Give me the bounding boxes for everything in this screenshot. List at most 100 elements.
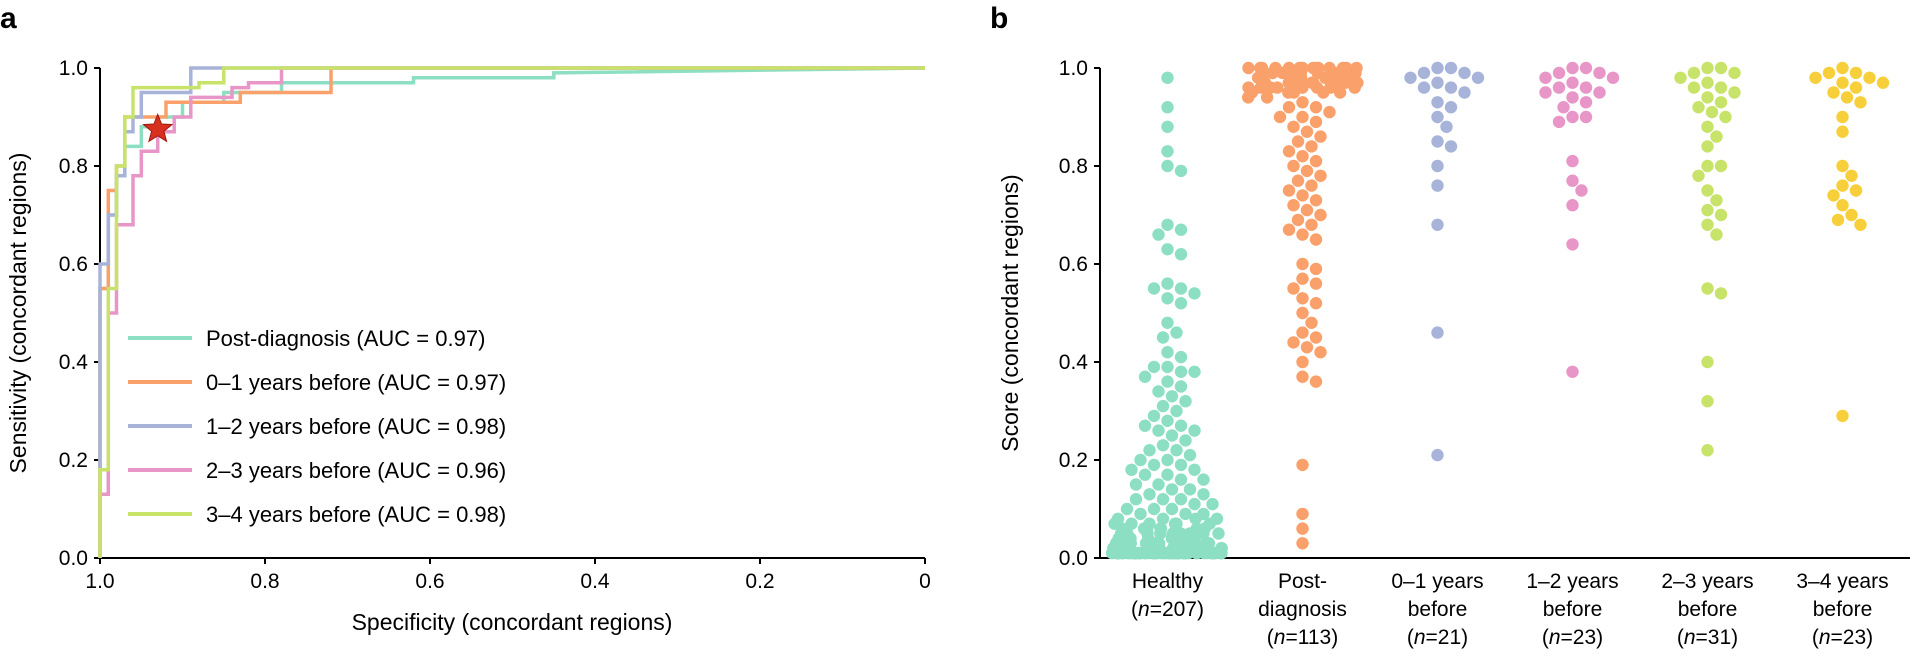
score-dot bbox=[1701, 91, 1713, 103]
score-dot bbox=[1175, 473, 1187, 485]
category-label: 0–1 years bbox=[1391, 570, 1483, 593]
score-dot bbox=[1836, 126, 1848, 138]
score-dot bbox=[1701, 282, 1713, 294]
score-dot bbox=[1836, 199, 1848, 211]
score-dot bbox=[1566, 175, 1578, 187]
score-y-tick-label: 1.0 bbox=[1059, 57, 1088, 80]
figure: a 0.00.20.40.60.81.0 1.0 0.8 0.6 0.4 0.2 0 Po… bbox=[0, 0, 1919, 666]
score-dot bbox=[1161, 277, 1173, 289]
legend-entry: 1–2 years before (AUC = 0.98) bbox=[206, 414, 506, 439]
score-dot bbox=[1139, 420, 1151, 432]
score-dot bbox=[1539, 86, 1551, 98]
roc-curve bbox=[100, 68, 925, 558]
category-label: (n=23) bbox=[1542, 626, 1603, 649]
score-dot bbox=[1310, 101, 1322, 113]
score-dot bbox=[1242, 91, 1254, 103]
score-dot bbox=[1135, 547, 1147, 559]
score-dot bbox=[1161, 219, 1173, 231]
score-dot bbox=[1296, 307, 1308, 319]
score-dot bbox=[1188, 424, 1200, 436]
score-dot bbox=[1710, 130, 1722, 142]
score-dot bbox=[1305, 140, 1317, 152]
category-label: 2–3 years bbox=[1661, 570, 1753, 593]
score-dot bbox=[1175, 282, 1187, 294]
score-dot bbox=[1166, 483, 1178, 495]
score-dot bbox=[1715, 287, 1727, 299]
score-dot bbox=[1283, 224, 1295, 236]
score-dot bbox=[1148, 361, 1160, 373]
score-dot bbox=[1431, 179, 1443, 191]
score-dot bbox=[1553, 116, 1565, 128]
roc-y-tick-label: 1.0 bbox=[59, 57, 88, 80]
score-dot bbox=[1121, 503, 1133, 515]
score-dot bbox=[1310, 233, 1322, 245]
score-dot bbox=[1845, 209, 1857, 221]
score-dot bbox=[1305, 179, 1317, 191]
score-dot bbox=[1175, 366, 1187, 378]
score-dot bbox=[1715, 81, 1727, 93]
legend-entry: Post-diagnosis (AUC = 0.97) bbox=[206, 326, 485, 351]
score-dot bbox=[1296, 371, 1308, 383]
roc-y-tick-label: 0.8 bbox=[59, 155, 88, 178]
roc-y-tick-label: 0.2 bbox=[59, 449, 88, 472]
score-dot bbox=[1458, 86, 1470, 98]
panel-a-letter: a bbox=[0, 2, 17, 35]
score-dot bbox=[1271, 81, 1283, 93]
score-dot bbox=[1161, 292, 1173, 304]
score-dot bbox=[1404, 72, 1416, 84]
score-dot bbox=[1692, 101, 1704, 113]
score-dot bbox=[1580, 111, 1592, 123]
score-dot bbox=[1161, 72, 1173, 84]
score-dot bbox=[1832, 214, 1844, 226]
score-dot bbox=[1566, 155, 1578, 167]
score-dot bbox=[1445, 140, 1457, 152]
score-dot bbox=[1854, 96, 1866, 108]
roc-x-tick-label: 1.0 bbox=[85, 570, 114, 593]
score-dot bbox=[1836, 179, 1848, 191]
score-dot bbox=[1175, 351, 1187, 363]
score-category-labels: Healthy(n=207)Post-diagnosis(n=113)0–1 y… bbox=[1131, 570, 1889, 649]
score-dot bbox=[1157, 493, 1169, 505]
score-dot bbox=[1184, 449, 1196, 461]
category-label: Post- bbox=[1278, 570, 1327, 593]
score-dot bbox=[1728, 67, 1740, 79]
score-dot bbox=[1152, 228, 1164, 240]
category-label: (n=21) bbox=[1407, 626, 1468, 649]
score-dot bbox=[1310, 331, 1322, 343]
score-y-tick-label: 0.0 bbox=[1059, 547, 1088, 570]
roc-x-tick-label: 0.8 bbox=[250, 570, 279, 593]
score-dot bbox=[1170, 444, 1182, 456]
score-dot bbox=[1314, 130, 1326, 142]
score-dot bbox=[1566, 238, 1578, 250]
score-dot bbox=[1287, 199, 1299, 211]
score-dot bbox=[1287, 282, 1299, 294]
score-dot bbox=[1292, 175, 1304, 187]
legend-entry: 3–4 years before (AUC = 0.98) bbox=[206, 502, 506, 527]
score-dot bbox=[1701, 121, 1713, 133]
score-dot bbox=[1148, 410, 1160, 422]
score-dot bbox=[1296, 96, 1308, 108]
legend-entry: 2–3 years before (AUC = 0.96) bbox=[206, 458, 506, 483]
score-dot bbox=[1175, 165, 1187, 177]
score-dot bbox=[1150, 547, 1162, 559]
score-dot bbox=[1553, 81, 1565, 93]
score-dot bbox=[1287, 336, 1299, 348]
score-dot bbox=[1850, 81, 1862, 93]
roc-curve bbox=[100, 68, 925, 558]
score-dot bbox=[1161, 101, 1173, 113]
score-dot bbox=[1863, 72, 1875, 84]
score-dot bbox=[1334, 86, 1346, 98]
score-dot bbox=[1701, 160, 1713, 172]
score-dot bbox=[1701, 62, 1713, 74]
score-dot bbox=[1148, 503, 1160, 515]
score-dot bbox=[1188, 287, 1200, 299]
score-dot bbox=[1288, 86, 1300, 98]
score-dot bbox=[1143, 444, 1155, 456]
roc-curve bbox=[100, 68, 925, 558]
category-label: (n=207) bbox=[1131, 598, 1204, 621]
score-dot bbox=[1418, 81, 1430, 93]
score-dot bbox=[1728, 86, 1740, 98]
score-y-tick-label: 0.8 bbox=[1059, 155, 1088, 178]
roc-x-tick-label: 0 bbox=[919, 570, 931, 593]
score-dot bbox=[1179, 434, 1191, 446]
